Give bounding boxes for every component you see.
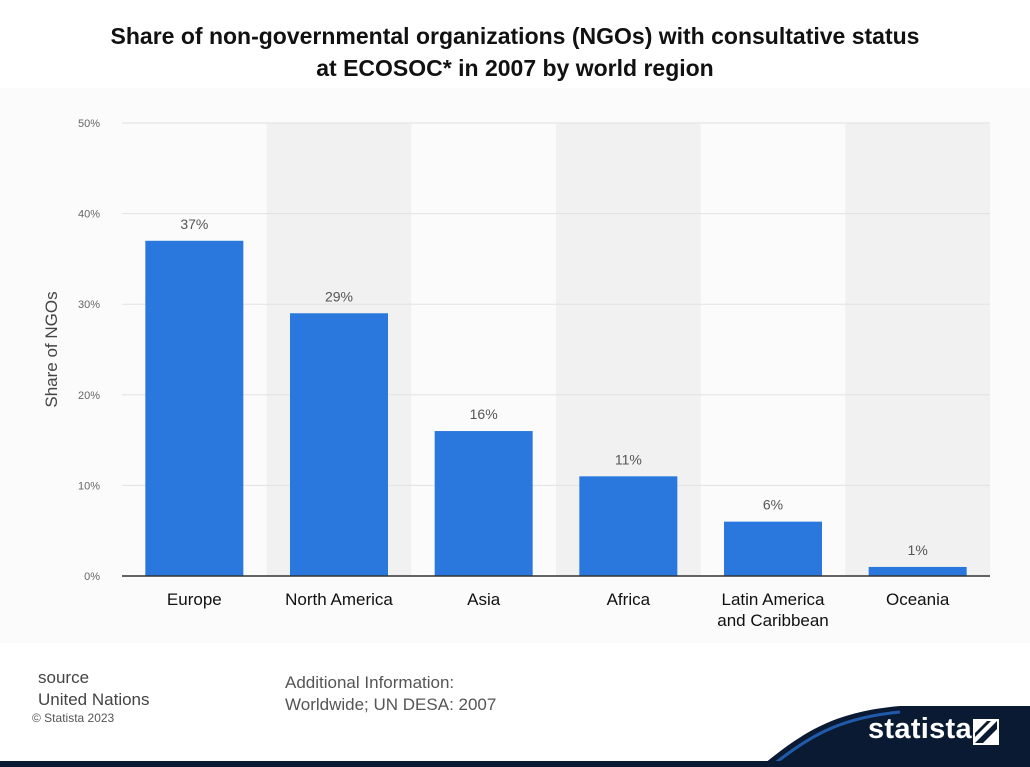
x-tick-label: North America [285,590,393,609]
source-name[interactable]: United Nations [38,690,150,709]
x-tick-label: Oceania [886,590,950,609]
y-tick-label: 10% [78,480,100,492]
additional-info-heading[interactable]: Additional Information: [285,673,455,692]
bottom-border [0,761,1030,767]
y-tick-label: 20% [78,390,100,402]
x-tick-label: and Caribbean [717,611,829,630]
column-band [845,123,990,576]
statista-logo-icon[interactable] [973,719,999,745]
statista-logo-text[interactable]: statista [868,713,972,745]
chart-title-line-1: Share of non-governmental organizations … [110,23,920,49]
bar-chart: 0% 10% 20% 30% 40% 50% Share of NGOs 37% Europe 2… [42,118,990,630]
y-tick-label: 50% [78,118,100,130]
chart-title: Share of non-governmental organizations … [40,20,990,84]
chart-panel: 0% 10% 20% 30% 40% 50% Share of NGOs 37% Europe 2… [0,88,1030,643]
data-label: 37% [180,216,208,232]
x-tick-label: Europe [167,590,222,609]
y-tick-label: 0% [84,571,100,583]
additional-info-block: Additional Information: Worldwide; UN DE… [285,672,496,716]
bar-oceania[interactable] [868,566,967,576]
additional-info-text: Worldwide; UN DESA: 2007 [285,695,497,714]
x-tick-label: Latin America [722,590,826,609]
source-block: source United Nations [38,667,150,711]
bar-europe[interactable] [145,240,244,576]
data-label: 6% [763,497,783,513]
data-label: 29% [325,288,353,304]
y-tick-label: 30% [78,299,100,311]
x-tick-label: Asia [467,590,501,609]
y-axis-label: Share of NGOs [42,291,61,407]
data-label: 1% [908,542,928,558]
source-heading: source [38,668,90,687]
data-label: 16% [470,406,498,422]
bar-asia[interactable] [434,431,533,576]
bar-north-america[interactable] [290,313,388,576]
x-tick-label: Africa [607,590,651,609]
chart-title-line-2: at ECOSOC* in 2007 by world region [316,55,714,81]
y-tick-label: 40% [78,209,100,221]
bar-africa[interactable] [579,476,678,576]
bar-latin-america-and-caribbean[interactable] [724,521,822,576]
copyright-text: © Statista 2023 [32,711,115,725]
data-label: 11% [615,451,642,467]
